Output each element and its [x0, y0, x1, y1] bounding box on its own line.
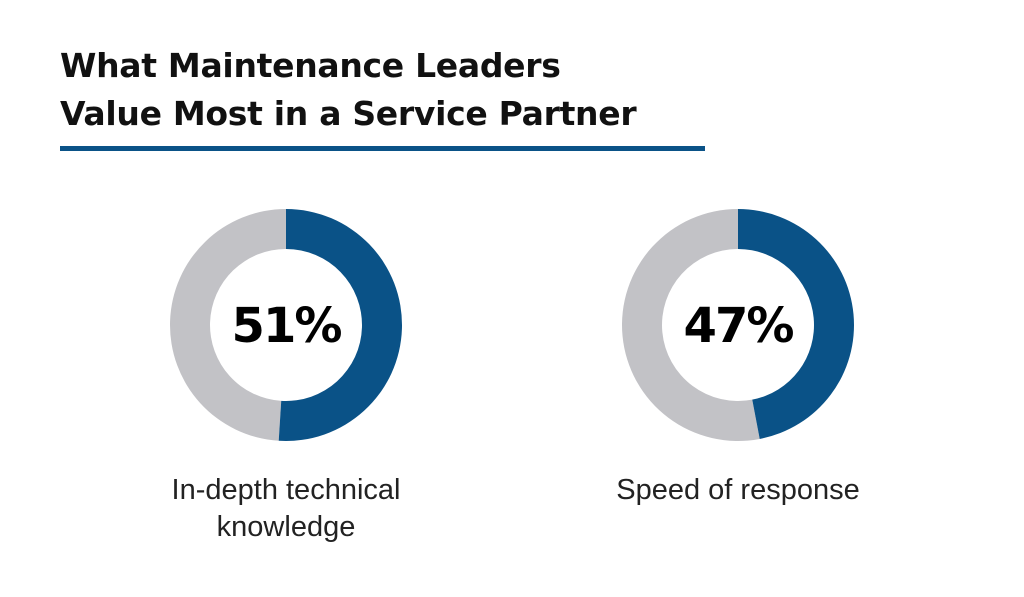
donut-2-remainder-segment	[622, 208, 760, 441]
donut-1-value-segment	[278, 209, 403, 441]
donut-2-label: Speed of response	[616, 474, 860, 506]
title-underline	[60, 146, 705, 151]
donut-2-value-label: 47%	[684, 298, 794, 354]
title-line-2: Value Most in a Service Partner	[60, 94, 637, 133]
donut-2-value-segment	[738, 209, 855, 439]
donut-1-value-label: 51%	[232, 298, 342, 354]
donut-1-label: In-depth technical knowledge	[171, 474, 401, 543]
donut-1-remainder-segment	[170, 209, 286, 441]
title-line-1: What Maintenance Leaders	[60, 46, 561, 85]
chart-title: What Maintenance Leaders Value Most in a…	[60, 42, 637, 138]
